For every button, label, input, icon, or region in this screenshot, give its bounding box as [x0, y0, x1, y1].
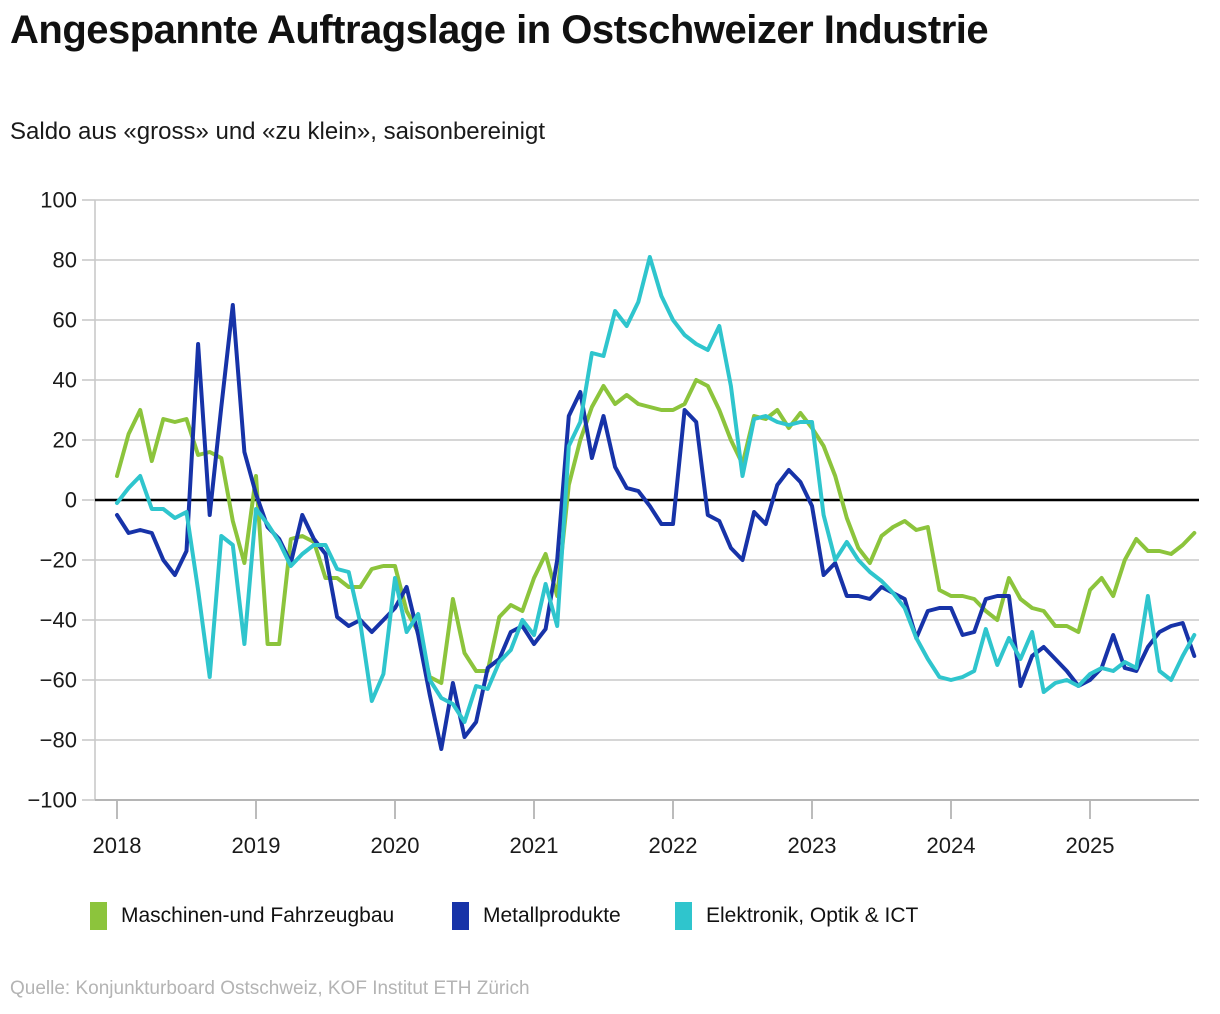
legend-item-metallprodukte: Metallprodukte [452, 901, 621, 931]
y-tick-label: 0 [65, 488, 77, 513]
x-tick-label: 2025 [1066, 833, 1115, 858]
series-line-metallprodukte [115, 303, 1197, 751]
y-tick-label: 20 [53, 428, 77, 453]
y-tick-label: 80 [53, 248, 77, 273]
x-tick-label: 2024 [927, 833, 976, 858]
legend-swatch-elektronik-icon [675, 902, 692, 930]
legend-label-metallprodukte: Metallprodukte [483, 904, 621, 927]
legend-item-maschinen: Maschinen-und Fahrzeugbau [90, 901, 394, 931]
legend-label-elektronik: Elektronik, Optik & ICT [706, 904, 919, 927]
x-tick-label: 2018 [93, 833, 142, 858]
legend-swatch-metallprodukte-icon [452, 902, 469, 930]
x-tick-label: 2021 [510, 833, 559, 858]
x-tick-label: 2023 [788, 833, 837, 858]
legend-swatch-maschinen-icon [90, 902, 107, 930]
y-tick-label: 40 [53, 368, 77, 393]
y-tick-label: −80 [40, 728, 77, 753]
y-tick-label: −60 [40, 668, 77, 693]
page-title: Angespannte Auftragslage in Ostschweizer… [10, 8, 989, 52]
legend-label-maschinen: Maschinen-und Fahrzeugbau [121, 904, 395, 927]
series-line-elektronik-optik-ict [115, 255, 1197, 724]
x-tick-label: 2020 [371, 833, 420, 858]
chart-subtitle: Saldo aus «gross» und «zu klein», saison… [10, 118, 546, 145]
y-tick-label: −40 [40, 608, 77, 633]
x-tick-label: 2022 [649, 833, 698, 858]
y-tick-label: 100 [40, 188, 77, 213]
y-tick-label: 60 [53, 308, 77, 333]
y-tick-label: −20 [40, 548, 77, 573]
source-caption: Quelle: Konjunkturboard Ostschweiz, KOF … [10, 978, 530, 999]
legend-item-elektronik: Elektronik, Optik & ICT [675, 901, 918, 931]
y-tick-label: −100 [27, 788, 77, 813]
x-tick-label: 2019 [232, 833, 281, 858]
